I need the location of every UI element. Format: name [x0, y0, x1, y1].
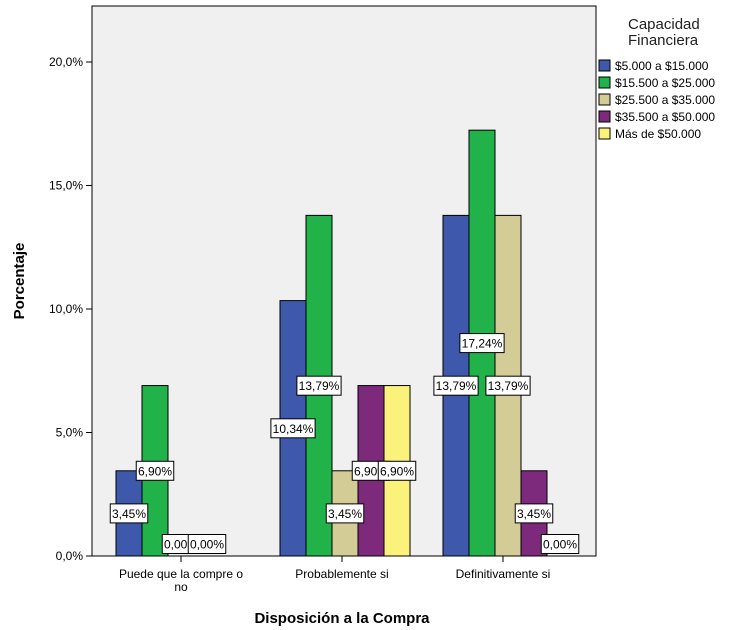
- x-tick-label: Definitivamente si: [456, 567, 551, 581]
- data-label: 3,45%: [328, 507, 362, 521]
- legend-entry: $5.000 a $15.000: [615, 59, 709, 73]
- data-label: 0,00%: [543, 538, 577, 552]
- legend: Capacidad Financiera $5.000 a $15.000 $15.5…: [598, 16, 715, 141]
- legend-swatch: [598, 110, 611, 123]
- data-label-box: [187, 534, 227, 554]
- data-label-box: [485, 375, 531, 396]
- data-label: 6,90%: [380, 464, 414, 478]
- y-axis: 0,0% 5,0% 10,0% 15,0% 20,0%: [49, 55, 92, 563]
- x-axis: Puede que la compre o no Probablemente si D…: [119, 556, 550, 594]
- data-label: 3,45%: [517, 507, 551, 521]
- data-label: 17,24%: [462, 337, 503, 351]
- legend-entry: $15.500 a $25.000: [615, 76, 715, 90]
- data-label: 13,79%: [488, 379, 529, 393]
- x-tick-label: Probablemente si: [295, 567, 388, 581]
- data-label: 0,00%: [190, 538, 224, 552]
- data-label-box: [540, 534, 580, 554]
- legend-swatch: [598, 93, 611, 106]
- legend-swatch: [598, 127, 611, 140]
- data-label-box: [514, 503, 554, 524]
- y-tick-label: 20,0%: [49, 55, 83, 69]
- data-label-box: [270, 418, 316, 439]
- legend-entry: $35.500 a $50.000: [615, 110, 715, 124]
- data-labels: 3,45% 10,34% 13,79% 6,90% 13,79% 17,24% 0,00% 3…: [109, 333, 580, 554]
- legend-swatch: [598, 76, 611, 89]
- y-tick-label: 15,0%: [49, 179, 83, 193]
- legend-title: Capacidad Financiera: [628, 16, 700, 49]
- x-axis-title: Disposición a la Compra: [254, 610, 430, 627]
- data-label-box: [433, 375, 479, 396]
- y-tick-label: 10,0%: [49, 302, 83, 316]
- data-label-box: [459, 333, 505, 354]
- y-tick-label: 0,0%: [56, 549, 84, 563]
- data-label-box: [325, 503, 365, 524]
- data-label-box: [296, 375, 342, 396]
- data-label-box: [109, 503, 149, 524]
- legend-entry: Más de $50.000: [615, 127, 701, 141]
- data-label: 3,45%: [112, 507, 146, 521]
- legend-swatch: [598, 59, 611, 72]
- data-label-box: [135, 460, 175, 481]
- data-label: 13,79%: [299, 379, 340, 393]
- data-label: 10,34%: [273, 422, 314, 436]
- legend-entry: $25.500 a $35.000: [615, 93, 715, 107]
- x-tick-label: Puede que la compre o no: [119, 567, 243, 594]
- data-label: 6,90%: [138, 464, 172, 478]
- y-tick-label: 5,0%: [56, 426, 84, 440]
- data-label: 13,79%: [436, 379, 477, 393]
- data-label-box: [377, 460, 417, 481]
- y-axis-title: Porcentaje: [11, 243, 28, 320]
